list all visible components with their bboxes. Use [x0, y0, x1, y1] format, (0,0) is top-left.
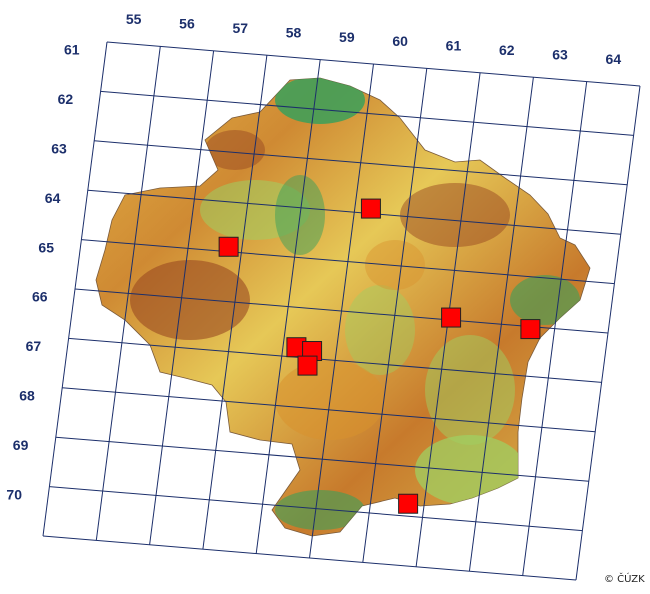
column-label: 59 — [339, 29, 355, 45]
occurrence-marker — [441, 307, 462, 328]
map-grid — [42, 41, 641, 581]
row-label: 68 — [19, 388, 35, 404]
column-labels: 55 56 57 58 59 60 61 62 63 64 — [126, 11, 621, 67]
grid-line-horizontal — [81, 239, 615, 285]
column-label: 57 — [232, 20, 248, 36]
grid-line-horizontal — [68, 337, 602, 383]
row-label: 66 — [32, 289, 48, 305]
relief-shading — [130, 78, 580, 530]
grid-line-horizontal — [106, 41, 641, 87]
row-label: 65 — [38, 239, 54, 255]
copyright-credit: © ČÚZK — [604, 572, 645, 585]
grid-line-horizontal — [62, 387, 596, 433]
row-label: 61 — [64, 42, 80, 58]
column-label: 62 — [499, 42, 515, 58]
column-label: 63 — [552, 46, 568, 62]
grid-line-horizontal — [100, 90, 634, 136]
occurrence-marker — [520, 319, 541, 340]
occurrence-marker — [297, 355, 318, 376]
row-label: 62 — [58, 91, 74, 107]
row-label: 64 — [45, 190, 61, 206]
grid-line-horizontal — [94, 140, 628, 186]
row-label: 63 — [51, 141, 67, 157]
column-label: 61 — [446, 38, 462, 54]
column-label: 58 — [286, 24, 302, 40]
row-label: 67 — [26, 338, 42, 354]
occurrence-marker — [360, 198, 381, 219]
column-label: 64 — [606, 51, 622, 67]
grid-line-horizontal — [49, 486, 583, 532]
occurrence-marker — [218, 236, 239, 257]
occurrence-markers — [218, 198, 541, 514]
column-label: 55 — [126, 11, 142, 27]
occurrence-marker — [398, 493, 419, 514]
column-label: 60 — [392, 33, 408, 49]
row-label: 69 — [13, 437, 29, 453]
row-labels: 61 62 63 64 65 66 67 68 69 70 — [6, 42, 79, 503]
grid-line-horizontal — [74, 288, 609, 334]
grid-line-horizontal — [42, 535, 577, 581]
column-label: 56 — [179, 16, 195, 32]
relief-region — [95, 77, 591, 537]
row-label: 70 — [6, 486, 22, 502]
grid-line-horizontal — [55, 436, 589, 482]
grid-line-horizontal — [87, 189, 621, 235]
